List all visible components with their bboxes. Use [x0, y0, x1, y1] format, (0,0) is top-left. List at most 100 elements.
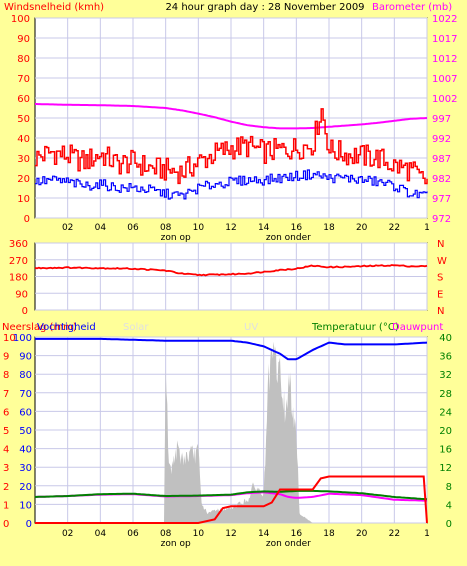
barometer-y-tick: 972	[432, 214, 451, 225]
wind-x-tick: 06	[127, 223, 139, 233]
climate-x-tick: 08	[160, 529, 172, 539]
wind-y-tick: 100	[11, 14, 30, 25]
barometer-y-tick: 1007	[432, 74, 457, 85]
climate-x-tick: 14	[258, 529, 270, 539]
direction-y-tick: 0	[22, 306, 28, 317]
sunset-marker-bottom: zon onder	[266, 539, 311, 549]
wind-x-tick: 14	[258, 223, 270, 233]
wind-x-tick: 20	[356, 223, 368, 233]
temperature-y-tick: 32	[439, 370, 452, 381]
wind-y-tick: 70	[17, 74, 30, 85]
rain-axis-label: Neerslag (mm)	[2, 322, 77, 333]
rain-y-tick: 2	[3, 482, 9, 493]
uv-axis-label: UV	[244, 322, 258, 333]
climate-x-tick: 16	[291, 529, 303, 539]
temperature-y-tick: 16	[439, 445, 452, 456]
wind-x-tick: 16	[291, 223, 303, 233]
humidity-y-tick: 30	[19, 463, 32, 474]
rain-line	[35, 475, 428, 524]
rain-y-tick: 3	[3, 463, 9, 474]
compass-tick: W	[437, 256, 447, 267]
compass-tick: N	[437, 239, 444, 250]
humidity-y-tick: 20	[19, 482, 32, 493]
humidity-y-tick: 40	[19, 445, 32, 456]
page-title: 24 hour graph day : 28 November 2009	[165, 2, 364, 13]
compass-tick: E	[437, 289, 443, 300]
wind-x-tick: 22	[389, 223, 400, 233]
climate-x-tick: 1	[424, 529, 430, 539]
rain-y-tick: 8	[3, 370, 9, 381]
humidity-y-tick: 60	[19, 407, 32, 418]
climate-x-tick: 02	[62, 529, 73, 539]
sunrise-marker-bottom: zon op	[161, 539, 191, 549]
wind-y-tick: 0	[24, 214, 30, 225]
climate-x-tick: 10	[193, 529, 205, 539]
wind-y-tick: 90	[17, 34, 30, 45]
humidity-y-tick: 90	[19, 352, 32, 363]
wind-x-tick: 10	[193, 223, 205, 233]
wind-avg-line	[35, 169, 428, 200]
direction-y-tick: 180	[9, 273, 28, 284]
wind-y-tick: 80	[17, 54, 30, 65]
barometer-y-tick: 977	[432, 194, 451, 205]
climate-x-tick: 20	[356, 529, 368, 539]
climate-x-tick: 22	[389, 529, 400, 539]
direction-y-tick: 90	[15, 289, 28, 300]
humidity-y-tick: 10	[19, 500, 32, 511]
temperature-y-tick: 0	[446, 519, 452, 530]
temperature-y-tick: 24	[439, 407, 452, 418]
solar-axis-label: Solar	[123, 322, 149, 333]
compass-tick: S	[437, 273, 443, 284]
wind-y-tick: 30	[17, 154, 30, 165]
barometer-y-tick: 997	[432, 114, 451, 125]
rain-y-tick: 5	[3, 426, 9, 437]
barometer-y-tick: 1002	[432, 94, 457, 105]
climate-x-tick: 04	[95, 529, 107, 539]
climate-x-tick: 12	[225, 529, 236, 539]
climate-x-tick: 06	[127, 529, 139, 539]
temperature-y-tick: 36	[439, 352, 452, 363]
temperature-y-tick: 4	[446, 500, 452, 511]
sunrise-marker: zon op	[161, 233, 191, 243]
humidity-y-tick: 80	[19, 370, 32, 381]
wind-x-tick: 12	[225, 223, 236, 233]
rain-y-tick: 7	[3, 389, 9, 400]
humidity-y-tick: 50	[19, 426, 32, 437]
barometer-y-tick: 1012	[432, 54, 457, 65]
dewpoint-axis-label: Dauwpunt	[392, 322, 443, 333]
temperature-y-tick: 8	[446, 482, 452, 493]
compass-tick: N	[437, 306, 444, 317]
rain-y-tick: 6	[3, 407, 9, 418]
humidity-line	[35, 337, 428, 361]
rain-y-tick: 4	[3, 445, 9, 456]
barometer-y-tick: 1022	[432, 14, 457, 25]
climate-x-tick: 18	[323, 529, 335, 539]
wind-x-tick: 18	[323, 223, 335, 233]
wind-y-tick: 50	[17, 114, 30, 125]
barometer-y-tick: 992	[432, 134, 451, 145]
wind-x-tick: 1	[424, 223, 430, 233]
direction-y-tick: 270	[9, 256, 28, 267]
barometer-y-tick: 982	[432, 174, 451, 185]
direction-y-tick: 360	[9, 239, 28, 250]
wind-y-tick: 20	[17, 174, 30, 185]
temperature-axis-label: Temperatuur (°C)	[311, 322, 399, 333]
wind-x-tick: 02	[62, 223, 73, 233]
rain-y-tick: 0	[3, 519, 9, 530]
temperature-y-tick: 20	[439, 426, 452, 437]
temperature-y-tick: 12	[439, 463, 452, 474]
sunset-marker: zon onder	[266, 233, 311, 243]
barometer-y-tick: 987	[432, 154, 451, 165]
temperature-y-tick: 40	[439, 333, 452, 344]
wind-axis-label: Windsnelheid (kmh)	[4, 2, 104, 13]
wind-y-tick: 40	[17, 134, 30, 145]
rain-y-tick: 10	[3, 333, 16, 344]
humidity-axis-label: Vochtigheid	[37, 322, 96, 333]
wind-y-tick: 60	[17, 94, 30, 105]
barometer-y-tick: 1017	[432, 34, 457, 45]
rain-y-tick: 1	[3, 500, 9, 511]
humidity-y-tick: 100	[13, 333, 32, 344]
humidity-y-tick: 0	[26, 519, 32, 530]
